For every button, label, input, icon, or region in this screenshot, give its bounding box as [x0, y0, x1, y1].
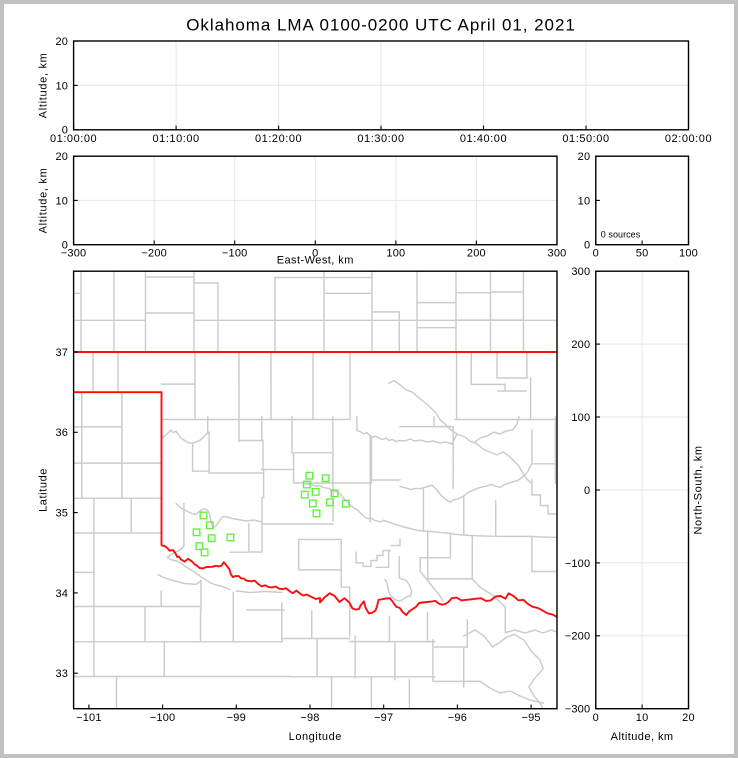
svg-text:20: 20	[578, 151, 591, 163]
svg-text:−98: −98	[300, 712, 319, 724]
svg-text:−97: −97	[374, 712, 393, 724]
svg-text:−200: −200	[565, 631, 591, 643]
svg-text:North-South, km: North-South, km	[692, 445, 704, 534]
svg-text:0: 0	[584, 485, 590, 497]
svg-text:0: 0	[584, 240, 590, 252]
svg-text:Altitude, km: Altitude, km	[37, 168, 49, 234]
svg-text:20: 20	[55, 36, 68, 48]
svg-text:01:30:00: 01:30:00	[357, 133, 404, 145]
svg-text:35: 35	[55, 508, 68, 520]
svg-text:01:20:00: 01:20:00	[255, 133, 302, 145]
svg-text:0: 0	[62, 240, 68, 252]
svg-text:100: 100	[386, 248, 405, 260]
svg-text:33: 33	[55, 668, 68, 680]
svg-text:Longitude: Longitude	[289, 731, 342, 743]
svg-text:0: 0	[62, 125, 68, 137]
svg-text:01:10:00: 01:10:00	[152, 133, 199, 145]
svg-text:−100: −100	[222, 248, 248, 260]
svg-text:−95: −95	[521, 712, 540, 724]
svg-text:0 sources: 0 sources	[601, 230, 641, 240]
svg-text:50: 50	[636, 248, 649, 260]
svg-text:300: 300	[571, 266, 590, 278]
svg-text:10: 10	[578, 195, 591, 207]
svg-text:−101: −101	[76, 712, 102, 724]
svg-text:20: 20	[682, 712, 695, 724]
svg-text:−100: −100	[565, 558, 591, 570]
svg-text:Altitude, km: Altitude, km	[611, 731, 674, 743]
svg-text:−99: −99	[227, 712, 246, 724]
svg-text:East-West, km: East-West, km	[277, 255, 354, 267]
svg-text:0: 0	[312, 248, 318, 260]
svg-text:100: 100	[571, 412, 590, 424]
svg-text:Latitude: Latitude	[38, 468, 50, 512]
svg-text:10: 10	[55, 195, 68, 207]
svg-text:Altitude, km: Altitude, km	[38, 52, 50, 118]
svg-text:100: 100	[679, 248, 698, 260]
svg-text:10: 10	[55, 80, 68, 92]
svg-text:−100: −100	[150, 712, 176, 724]
svg-text:02:00:00: 02:00:00	[665, 133, 712, 145]
svg-text:Oklahoma LMA 0100-0200 UTC Apr: Oklahoma LMA 0100-0200 UTC April 01, 202…	[186, 16, 576, 35]
svg-text:200: 200	[571, 339, 590, 351]
svg-text:−300: −300	[565, 704, 591, 716]
svg-text:01:50:00: 01:50:00	[562, 133, 609, 145]
svg-text:0: 0	[593, 712, 599, 724]
svg-text:20: 20	[55, 151, 68, 163]
svg-text:36: 36	[55, 427, 68, 439]
svg-text:300: 300	[548, 248, 567, 260]
svg-text:0: 0	[593, 248, 599, 260]
svg-text:10: 10	[636, 712, 649, 724]
svg-text:01:40:00: 01:40:00	[460, 133, 507, 145]
svg-text:−200: −200	[141, 248, 167, 260]
svg-text:01:00:00: 01:00:00	[50, 133, 97, 145]
svg-text:34: 34	[55, 588, 68, 600]
svg-text:200: 200	[467, 248, 486, 260]
svg-text:−96: −96	[448, 712, 467, 724]
svg-text:−300: −300	[61, 248, 87, 260]
svg-text:37: 37	[55, 347, 68, 359]
